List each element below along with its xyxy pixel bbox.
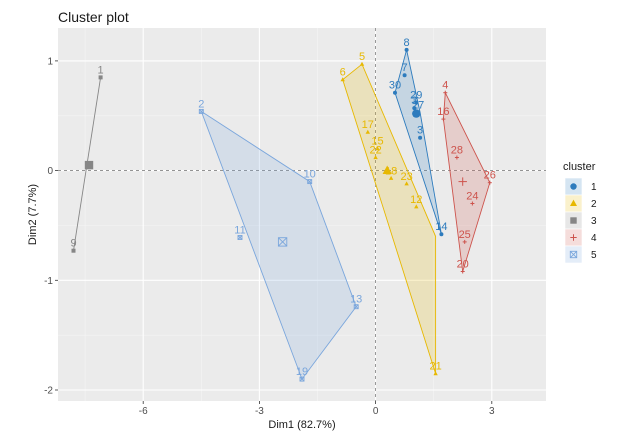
data-point (460, 269, 465, 274)
y-tick-label: 1 (47, 56, 53, 67)
point-label: 11 (234, 225, 245, 237)
point-label: 14 (435, 221, 447, 233)
y-tick-label: -1 (44, 276, 53, 287)
data-point (412, 106, 417, 111)
legend-marker (569, 250, 578, 259)
data-point (237, 235, 243, 240)
point-label: 27 (412, 100, 424, 112)
point-label: 15 (371, 136, 383, 148)
data-point (404, 47, 409, 52)
y-axis-label: Dim2 (7.7%) (27, 184, 39, 245)
point-label: 21 (429, 361, 441, 373)
data-point (402, 73, 407, 78)
point-label: 23 (400, 171, 412, 183)
data-point (404, 181, 409, 186)
cluster-centroid (84, 160, 94, 170)
legend-marker (570, 183, 577, 190)
axis-ticks: -6 -3 0 3 -2 -1 0 1 (44, 56, 495, 417)
point-label: 26 (484, 170, 496, 182)
legend-entry-label: 5 (591, 250, 597, 261)
data-point (439, 232, 444, 237)
legend: cluster 1 2 3 4 5 (563, 161, 597, 264)
x-tick-label: 3 (489, 406, 495, 417)
point-label: 13 (350, 294, 362, 306)
point-label: 6 (340, 67, 346, 79)
grid (58, 28, 546, 401)
point-label: 4 (442, 80, 448, 92)
point-label: 28 (451, 145, 463, 157)
legend-entry-label: 4 (591, 233, 597, 244)
data-point (433, 371, 438, 376)
data-point (414, 100, 419, 105)
data-point (299, 376, 305, 382)
point-label: 29 (410, 90, 422, 102)
data-point (307, 179, 313, 185)
data-point (373, 155, 378, 160)
cluster-centroid (382, 165, 392, 174)
data-point (414, 204, 419, 209)
data-point (487, 180, 492, 185)
data-points (71, 47, 492, 382)
legend-entry-label: 3 (591, 216, 597, 227)
data-point (454, 155, 459, 160)
data-point (375, 146, 380, 151)
data-point (359, 61, 365, 66)
data-point (353, 304, 359, 310)
point-label: 24 (466, 191, 478, 203)
data-point (340, 77, 345, 82)
y-tick-label: -2 (44, 386, 53, 397)
data-point (462, 239, 467, 244)
data-point (393, 90, 397, 95)
legend-marker (570, 234, 577, 241)
x-axis-label: Dim1 (82.7%) (268, 419, 335, 431)
chart-title: Cluster plot (58, 9, 129, 25)
plot-panel (58, 28, 546, 401)
point-label: 8 (404, 37, 410, 49)
legend-marker (570, 217, 577, 224)
point-label: 7 (402, 62, 408, 74)
point-label: 5 (359, 51, 365, 63)
legend-entry-label: 2 (591, 199, 597, 210)
point-label: 10 (304, 169, 316, 181)
legend-entry-label: 1 (591, 182, 597, 193)
legend-title: cluster (563, 161, 596, 173)
cluster-centroid (458, 177, 467, 186)
x-tick-label: 0 (373, 406, 379, 417)
data-point (388, 175, 394, 180)
point-label: 9 (70, 238, 76, 250)
point-label: 20 (457, 259, 469, 271)
point-label: 3 (417, 125, 423, 137)
data-point (441, 117, 446, 122)
point-label: 3 (411, 95, 417, 107)
point-label: 25 (459, 229, 471, 241)
point-label: 2 (198, 98, 204, 110)
x-tick-label: -3 (255, 406, 264, 417)
y-tick-label: 0 (47, 166, 53, 177)
data-point (198, 108, 204, 114)
x-tick-label: -6 (139, 406, 148, 417)
point-label: 30 (389, 80, 401, 92)
cluster-centroid (277, 237, 288, 247)
point-label: 1 (98, 64, 104, 76)
data-point (71, 248, 76, 253)
cluster-centroid (412, 109, 421, 118)
cluster-centroids (84, 109, 467, 247)
data-point (443, 90, 448, 95)
point-label: 16 (437, 106, 449, 118)
legend-marker (569, 199, 578, 207)
data-point (98, 75, 103, 80)
point-label: 17 (362, 119, 374, 131)
data-point (365, 129, 370, 134)
point-label: 19 (296, 366, 308, 378)
point-label: 22 (369, 145, 381, 157)
point-label: 12 (410, 194, 422, 206)
data-point (470, 201, 475, 206)
data-point (418, 135, 423, 140)
